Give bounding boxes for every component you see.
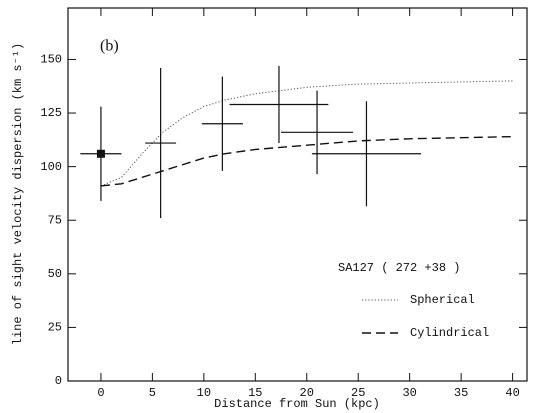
legend-label: Cylindrical	[410, 326, 489, 340]
y-tick-label: 0	[55, 374, 62, 388]
x-tick-label: 35	[454, 386, 468, 400]
y-tick-label: 100	[40, 160, 62, 174]
x-tick-label: 10	[197, 386, 211, 400]
y-tick-label: 50	[48, 267, 62, 281]
legend-label: Spherical	[410, 293, 475, 307]
y-tick-label: 75	[48, 213, 62, 227]
y-tick-label: 25	[48, 321, 62, 335]
x-tick-label: 20	[300, 386, 314, 400]
y-axis-label: line of sight velocity dispersion (km s⁻…	[11, 43, 25, 345]
x-tick-label: 5	[149, 386, 156, 400]
x-tick-label: 15	[248, 386, 262, 400]
point-marker	[96, 149, 105, 158]
model-curve	[100, 135, 513, 187]
x-axis-label: Distance from Sun (kpc)	[214, 397, 380, 411]
y-tick-label: 125	[40, 106, 62, 120]
x-tick-label: 0	[97, 386, 104, 400]
plot-frame	[67, 7, 528, 382]
y-tick-label: 150	[40, 53, 62, 67]
field-label: SA127 ( 272 +38 )	[338, 261, 460, 275]
x-tick-label: 40	[505, 386, 519, 400]
model-curve	[100, 80, 513, 187]
panel-label: (b)	[100, 38, 119, 55]
x-tick-label: 30	[402, 386, 416, 400]
x-tick-label: 25	[351, 386, 365, 400]
